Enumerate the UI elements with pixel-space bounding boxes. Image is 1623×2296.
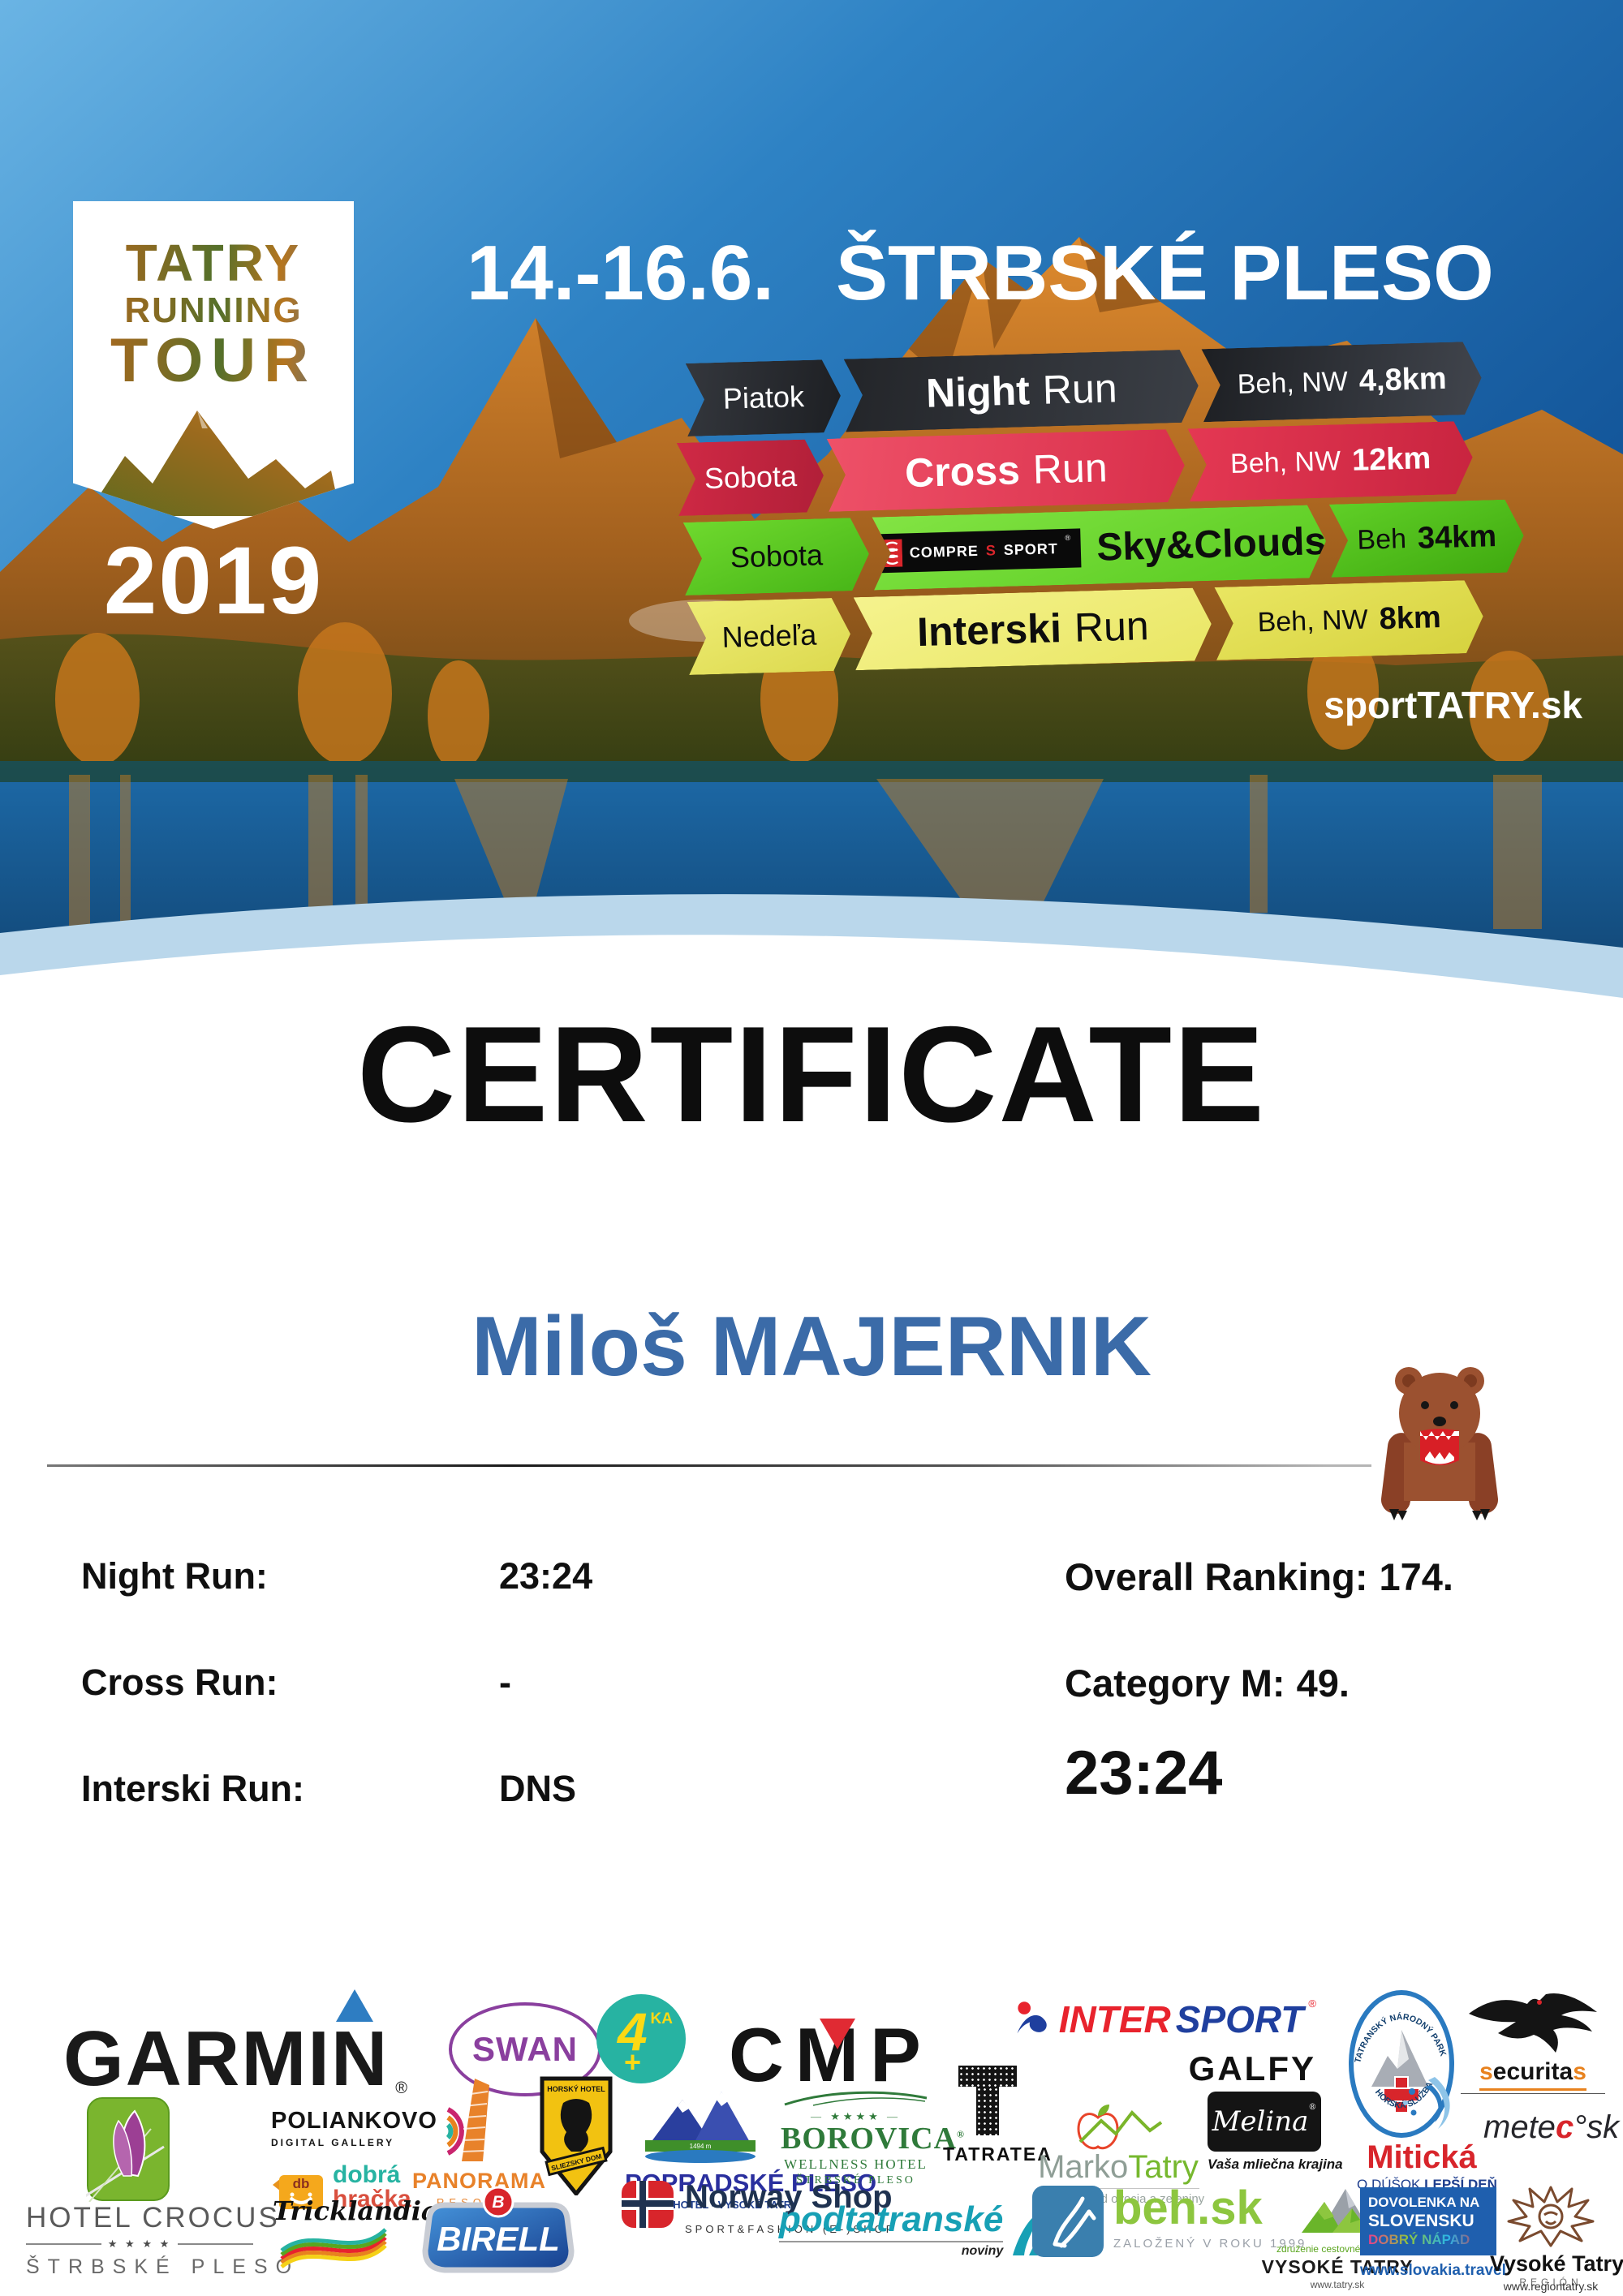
ribbon-cross-run: Sobota Cross Run Beh, NW 12km <box>677 421 1474 516</box>
category-ranking: Category M: 49. <box>1065 1662 1350 1705</box>
hero-photo-section: TATRY RUNNING TOUR 2019 14.-16.6. ŠTRBSK… <box>0 0 1623 1022</box>
apple-mountains-icon <box>1077 2105 1163 2150</box>
garmin-logo: GARMIN ® <box>63 1989 407 2098</box>
svg-text:db: db <box>293 2176 310 2191</box>
tatratea-logo: TATRATEA <box>943 2066 1051 2165</box>
meteo-sk-logo: metec°sk <box>1483 2109 1620 2145</box>
logo-line3: TOUR <box>73 329 354 393</box>
cmp-triangle-icon <box>820 2019 855 2049</box>
compressport-icon <box>882 539 902 567</box>
athlete-name: Miloš MAJERNIK <box>471 1300 1152 1394</box>
tanap-badge: TATRANSKÝ NÁRODNÝ PARK HORSKÁ SLUŽBA <box>1347 1988 1456 2144</box>
panorama-tower-icon <box>462 2079 489 2161</box>
event-date: 14.-16.6. <box>467 230 774 316</box>
overall-ranking: Overall Ranking: 174. <box>1065 1555 1453 1598</box>
water-swirl-icon <box>1403 2077 1450 2129</box>
ribbon-distance-label: Beh, NW <box>1237 365 1349 400</box>
ribbon-interski-run: Nedeľa Interski Run Beh, NW 8km <box>687 580 1484 675</box>
galfy-logo: GALFY <box>1188 2049 1316 2087</box>
logo-mountains-icon <box>86 411 341 516</box>
tricklandia-logo: Tricklandia <box>273 2195 438 2276</box>
miticka-logo: Mitická O DÚŠOK LEPŠÍ DEŇ <box>1357 2074 1497 2193</box>
result-label: Interski Run: <box>81 1768 305 1809</box>
ribbon-sky-clouds: Sobota COMPRE S SPORT ® Sky&Clouds <box>683 499 1525 595</box>
total-time: 23:24 <box>1065 1739 1223 1808</box>
behsk-logo: beh.sk ZALOŽENÝ V ROKU 1999 <box>1032 2184 1307 2257</box>
norway-flag-icon <box>622 2181 674 2228</box>
ribbon-day: Piatok <box>722 379 805 415</box>
svg-text:1494 m: 1494 m <box>689 2143 711 2150</box>
ribbon-title: Night <box>925 368 1031 416</box>
4ka-logo: 4 KA + <box>596 1994 686 2083</box>
birell-logo: B BIRELL <box>420 2186 576 2281</box>
result-value: - <box>499 1662 511 1703</box>
intersport-icon <box>1017 2001 1047 2034</box>
event-ribbons: Piatok Night Run Beh, NW 4,8km Sobota Cr… <box>682 363 1574 688</box>
hotel-crocus-flower-icon <box>80 2096 170 2206</box>
borovica-hotel-logo: — ★★★★ — BOROVICA® WELLNESS HOTEL ŠTRBSK… <box>781 2088 964 2187</box>
svg-text:BIRELL: BIRELL <box>437 2220 560 2258</box>
tatry-running-tour-logo: TATRY RUNNING TOUR <box>73 201 354 529</box>
result-label: Cross Run: <box>81 1662 278 1703</box>
website-url: sportTATRY.sk <box>1324 684 1582 726</box>
logo-year: 2019 <box>103 527 324 634</box>
bear-mascot-icon <box>1380 1367 1499 1520</box>
compressport-logo: COMPRE S SPORT ® <box>872 528 1081 573</box>
securitas-eagle-icon <box>1469 1993 1597 2053</box>
popradske-mountains-icon: 1494 m <box>644 2092 756 2163</box>
poliankovo-arcs-icon <box>446 2107 464 2156</box>
mountain-lake-photo <box>0 0 1623 1022</box>
rainbow-ribbon-icon <box>280 2228 387 2268</box>
cmp-logo: CMP <box>729 2012 932 2097</box>
norway-shop-logo: Norway Shop SPORT&FASHION (E-)SHOP <box>622 2181 896 2235</box>
result-label: Night Run: <box>81 1555 268 1597</box>
result-value: DNS <box>499 1768 577 1809</box>
hotel-crocus-text-logo: HOTEL CROCUS ★ ★ ★ ★ ŠTRBSKÉ PLESO <box>26 2202 300 2278</box>
tanap-mountain-rescue-icon: TATRANSKÝ NÁRODNÝ PARK HORSKÁ SLUŽBA <box>1349 1990 1454 2138</box>
eagle-sketch-icon <box>1507 2186 1595 2247</box>
logo-line1: TATRY <box>73 201 354 290</box>
intersport-logo: INTER SPORT ® GALFY <box>1014 1997 1316 2088</box>
securitas-logo: securitas <box>1461 1989 1605 2094</box>
slovakia-travel-logo: DOVOLENKA NA SLOVENSKU DOBRÝ NÁPAD www.s… <box>1360 2187 1506 2280</box>
svg-text:HORSKÝ HOTEL: HORSKÝ HOTEL <box>547 2084 605 2093</box>
sliezsky-dom-crest: HORSKÝ HOTEL SLIEZSKY DOM <box>539 2074 613 2199</box>
result-value: 23:24 <box>499 1555 593 1597</box>
certificate-title: CERTIFICATE <box>356 998 1267 1150</box>
melina-logo: Melina ® Vaša mliečna krajina <box>1208 2092 1343 2173</box>
tatry-peaks-icon <box>1302 2189 1371 2233</box>
borovica-swoosh-icon <box>784 2091 928 2106</box>
event-location: ŠTRBSKÉ PLESO <box>835 230 1494 316</box>
name-divider-line <box>47 1464 1371 1467</box>
logo-line2: RUNNING <box>73 292 354 329</box>
svg-text:B: B <box>492 2193 504 2212</box>
dobra-hracka-logo: db dobrá hračka <box>271 2163 411 2212</box>
event-heading: 14.-16.6. ŠTRBSKÉ PLESO <box>467 229 1494 318</box>
runner-icon <box>1032 2186 1104 2257</box>
tatratea-ornament-icon <box>958 2066 1017 2087</box>
toy-box-icon: db <box>273 2175 323 2209</box>
garmin-triangle-icon <box>336 1989 373 2022</box>
poliankovo-logo: POLIANKOVO DIGITAL GALLERY <box>271 2107 464 2156</box>
ribbon-distance: 4,8km <box>1358 361 1448 398</box>
region-tatry-logo: Vysoké Tatry REGIÓN www.regiontatry.sk <box>1490 2179 1623 2293</box>
